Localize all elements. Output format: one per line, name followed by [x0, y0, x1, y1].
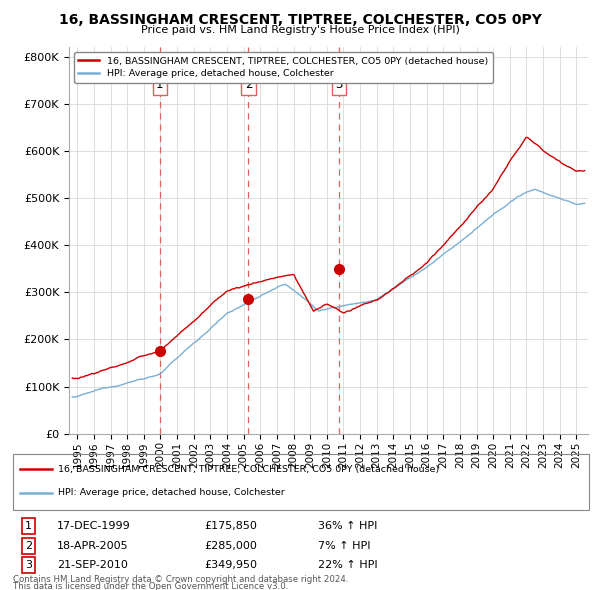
Text: 2: 2: [25, 541, 32, 550]
Text: 3: 3: [25, 560, 32, 570]
Text: 21-SEP-2010: 21-SEP-2010: [57, 560, 128, 570]
Text: Price paid vs. HM Land Registry's House Price Index (HPI): Price paid vs. HM Land Registry's House …: [140, 25, 460, 35]
Text: This data is licensed under the Open Government Licence v3.0.: This data is licensed under the Open Gov…: [13, 582, 289, 590]
Text: 36% ↑ HPI: 36% ↑ HPI: [318, 522, 377, 531]
Text: Contains HM Land Registry data © Crown copyright and database right 2024.: Contains HM Land Registry data © Crown c…: [13, 575, 349, 584]
Legend: 16, BASSINGHAM CRESCENT, TIPTREE, COLCHESTER, CO5 0PY (detached house), HPI: Ave: 16, BASSINGHAM CRESCENT, TIPTREE, COLCHE…: [74, 52, 493, 83]
Text: £349,950: £349,950: [204, 560, 257, 570]
Text: 1: 1: [25, 522, 32, 531]
Text: 16, BASSINGHAM CRESCENT, TIPTREE, COLCHESTER, CO5 0PY (detached house): 16, BASSINGHAM CRESCENT, TIPTREE, COLCHE…: [58, 465, 439, 474]
Text: HPI: Average price, detached house, Colchester: HPI: Average price, detached house, Colc…: [58, 489, 285, 497]
Text: 3: 3: [335, 78, 343, 91]
Text: 7% ↑ HPI: 7% ↑ HPI: [318, 541, 371, 550]
Text: 2: 2: [245, 78, 252, 91]
Text: 17-DEC-1999: 17-DEC-1999: [57, 522, 131, 531]
Text: 22% ↑ HPI: 22% ↑ HPI: [318, 560, 377, 570]
Text: 18-APR-2005: 18-APR-2005: [57, 541, 128, 550]
Text: 1: 1: [156, 78, 164, 91]
Text: 16, BASSINGHAM CRESCENT, TIPTREE, COLCHESTER, CO5 0PY: 16, BASSINGHAM CRESCENT, TIPTREE, COLCHE…: [59, 13, 541, 27]
Text: £175,850: £175,850: [204, 522, 257, 531]
Text: £285,000: £285,000: [204, 541, 257, 550]
